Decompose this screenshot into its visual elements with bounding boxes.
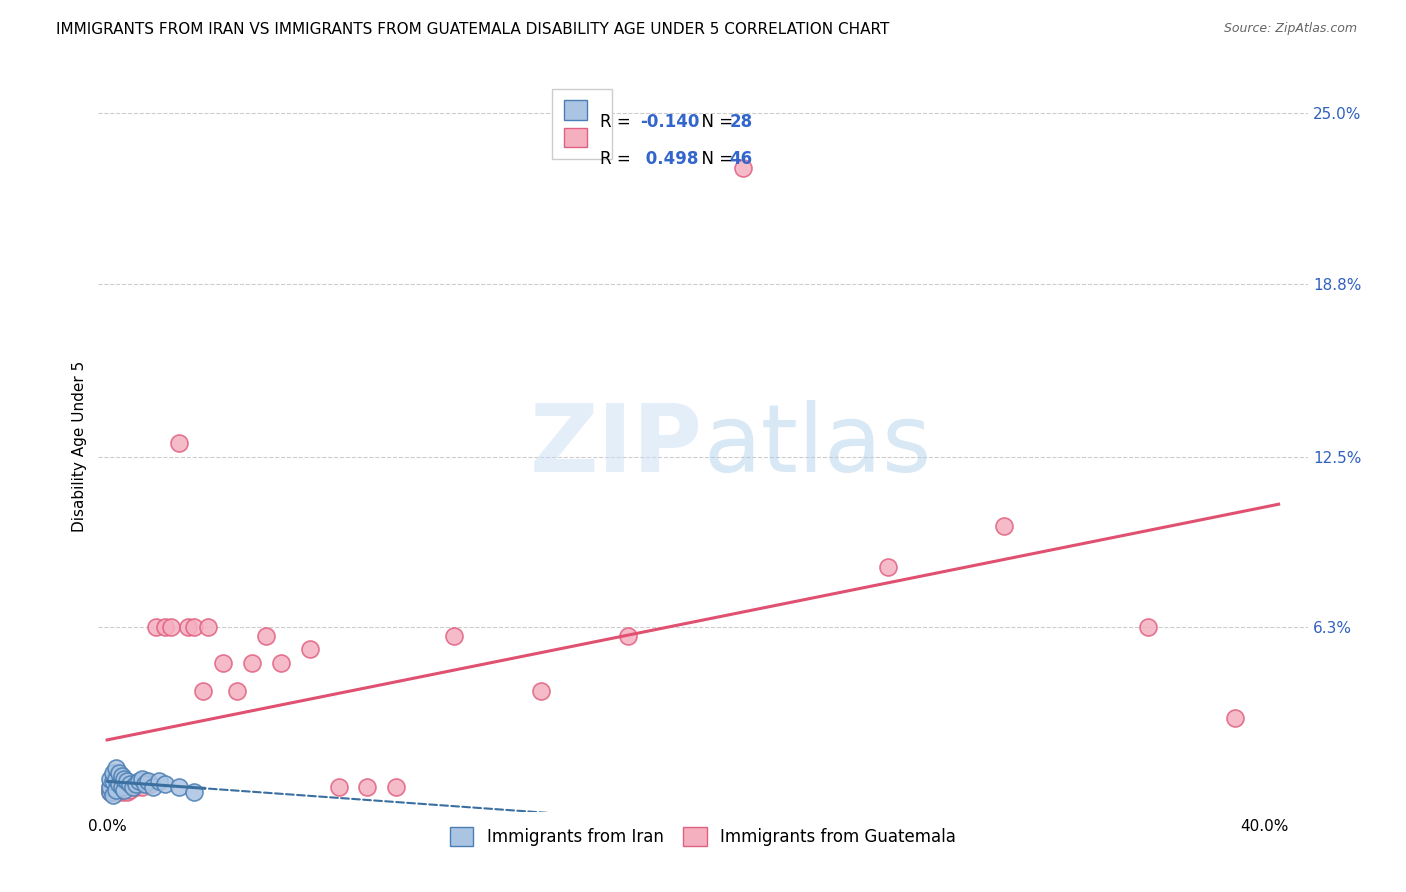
- Point: [134, 777, 156, 791]
- Point: [142, 780, 165, 794]
- Text: atlas: atlas: [703, 400, 931, 492]
- Point: [104, 761, 127, 775]
- Point: [131, 772, 153, 786]
- Point: [114, 777, 136, 791]
- Text: R =: R =: [600, 113, 637, 131]
- Point: [120, 782, 142, 797]
- Point: [298, 642, 321, 657]
- Point: [104, 785, 127, 799]
- Point: [183, 620, 205, 634]
- Point: [993, 518, 1015, 533]
- Point: [110, 785, 132, 799]
- Point: [177, 620, 200, 634]
- Point: [125, 780, 148, 794]
- Text: Source: ZipAtlas.com: Source: ZipAtlas.com: [1223, 22, 1357, 36]
- Text: -0.140: -0.140: [640, 113, 700, 131]
- Point: [169, 780, 191, 794]
- Point: [122, 777, 145, 791]
- Point: [356, 780, 378, 794]
- Point: [120, 777, 142, 791]
- Point: [134, 774, 156, 789]
- Legend: Immigrants from Iran, Immigrants from Guatemala: Immigrants from Iran, Immigrants from Gu…: [441, 819, 965, 855]
- Point: [110, 780, 132, 794]
- Text: R =: R =: [600, 150, 637, 168]
- Point: [117, 780, 139, 794]
- Point: [617, 629, 640, 643]
- Point: [98, 780, 121, 794]
- Text: ZIP: ZIP: [530, 400, 703, 492]
- Point: [107, 777, 129, 791]
- Point: [104, 780, 127, 794]
- Point: [98, 772, 121, 786]
- Point: [1225, 711, 1247, 725]
- Point: [443, 629, 465, 643]
- Text: 46: 46: [730, 150, 752, 168]
- Point: [101, 782, 124, 797]
- Point: [226, 683, 249, 698]
- Point: [117, 785, 139, 799]
- Point: [128, 777, 150, 791]
- Point: [107, 774, 129, 789]
- Point: [114, 782, 136, 797]
- Point: [197, 620, 219, 634]
- Point: [1137, 620, 1160, 634]
- Point: [211, 657, 233, 671]
- Point: [110, 769, 132, 783]
- Text: N =: N =: [690, 113, 738, 131]
- Point: [128, 774, 150, 789]
- Point: [530, 683, 553, 698]
- Point: [254, 629, 277, 643]
- Point: [131, 780, 153, 794]
- Point: [148, 774, 170, 789]
- Point: [117, 774, 139, 789]
- Point: [385, 780, 408, 794]
- Text: 0.498: 0.498: [640, 150, 699, 168]
- Point: [104, 772, 127, 786]
- Point: [104, 782, 127, 797]
- Point: [240, 657, 263, 671]
- Point: [122, 780, 145, 794]
- Point: [169, 436, 191, 450]
- Point: [191, 683, 214, 698]
- Point: [153, 777, 176, 791]
- Point: [101, 766, 124, 780]
- Point: [125, 777, 148, 791]
- Point: [107, 766, 129, 780]
- Point: [110, 780, 132, 794]
- Point: [98, 785, 121, 799]
- Text: N =: N =: [690, 150, 738, 168]
- Point: [136, 774, 159, 789]
- Point: [98, 780, 121, 794]
- Point: [877, 560, 900, 574]
- Point: [145, 620, 167, 634]
- Point: [101, 789, 124, 803]
- Point: [153, 620, 176, 634]
- Point: [270, 657, 292, 671]
- Point: [114, 782, 136, 797]
- Point: [114, 772, 136, 786]
- Point: [328, 780, 350, 794]
- Point: [733, 161, 755, 176]
- Point: [107, 782, 129, 797]
- Point: [101, 777, 124, 791]
- Point: [159, 620, 181, 634]
- Text: 28: 28: [730, 113, 752, 131]
- Point: [183, 785, 205, 799]
- Point: [101, 774, 124, 789]
- Point: [98, 785, 121, 799]
- Point: [139, 777, 162, 791]
- Text: IMMIGRANTS FROM IRAN VS IMMIGRANTS FROM GUATEMALA DISABILITY AGE UNDER 5 CORRELA: IMMIGRANTS FROM IRAN VS IMMIGRANTS FROM …: [56, 22, 890, 37]
- Y-axis label: Disability Age Under 5: Disability Age Under 5: [72, 360, 87, 532]
